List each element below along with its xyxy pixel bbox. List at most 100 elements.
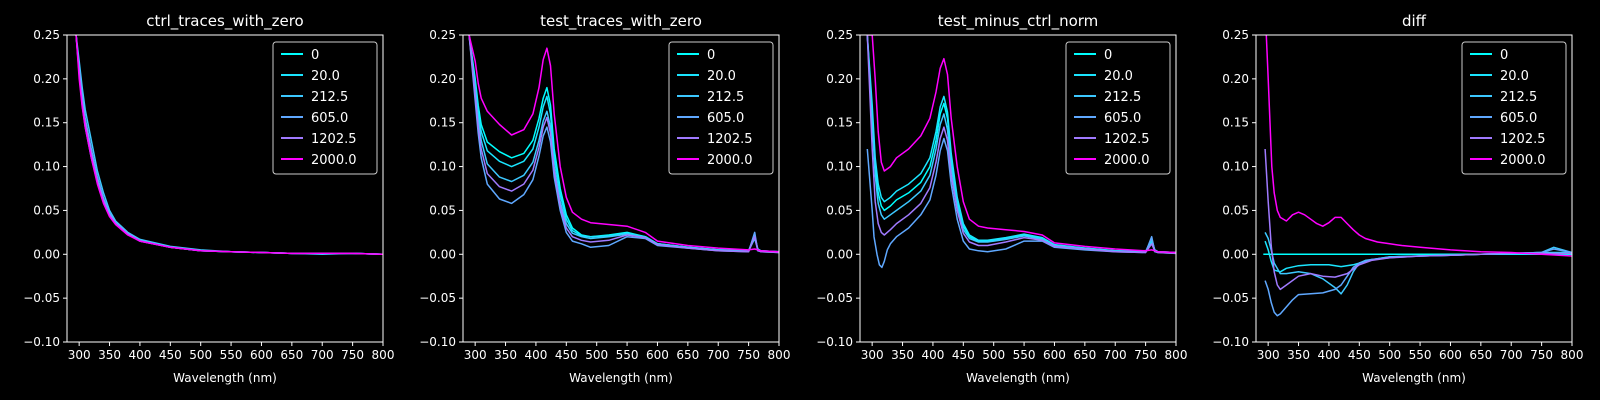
x-tick-label: 800 — [1165, 348, 1188, 362]
y-tick-label: 0.15 — [1222, 116, 1249, 130]
y-tick-label: 0.00 — [33, 247, 60, 261]
x-tick-label: 800 — [372, 348, 395, 362]
y-tick-label: −0.10 — [419, 335, 456, 349]
x-tick-label: 700 — [1500, 348, 1523, 362]
x-tick-label: 800 — [1561, 348, 1584, 362]
series-line-6 — [1265, 35, 1572, 257]
chart-panel-1: 300 350 400 450 500 550 600 650 700 750 800 −0.10 −0… — [23, 12, 394, 385]
x-tick-label: 550 — [1409, 348, 1432, 362]
legend-label-5: 1202.5 — [1104, 132, 1150, 147]
x-axis-label: Wavelength (nm) — [569, 371, 673, 385]
legend-label-2: 20.0 — [1104, 69, 1133, 84]
x-tick-label: 350 — [494, 348, 517, 362]
y-tick-label: 0.05 — [429, 203, 456, 217]
x-tick-label: 550 — [220, 348, 243, 362]
y-tick-label: 0.10 — [826, 160, 853, 174]
plot-frame — [462, 34, 780, 343]
x-tick-label: 450 — [159, 348, 182, 362]
legend-label-6: 2000.0 — [1104, 153, 1150, 168]
x-tick-label: 500 — [585, 348, 608, 362]
legend-label-1: 0 — [1104, 48, 1112, 63]
x-tick-label: 450 — [555, 348, 578, 362]
y-tick-label: 0.20 — [33, 72, 60, 86]
y-tick-label: 0.25 — [33, 28, 60, 42]
legend-label-6: 2000.0 — [311, 153, 357, 168]
x-tick-label: 600 — [250, 348, 273, 362]
y-tick-label: 0.20 — [826, 72, 853, 86]
legend-label-3: 212.5 — [311, 90, 348, 105]
y-tick-label: −0.05 — [816, 291, 853, 305]
x-tick-label: 400 — [1317, 348, 1340, 362]
plot-frame — [1255, 34, 1573, 343]
chart-title: ctrl_traces_with_zero — [146, 12, 303, 31]
legend-label-1: 0 — [1500, 48, 1508, 63]
y-tick-label: −0.05 — [1212, 291, 1249, 305]
y-tick-label: 0.15 — [33, 116, 60, 130]
legend: 0 20.0 212.5 605.0 1202.5 2000.0 — [668, 41, 774, 175]
y-tick-label: 0.10 — [429, 160, 456, 174]
series-line-5 — [1264, 148, 1572, 291]
y-tick-label: 0.10 — [1222, 160, 1249, 174]
y-tick-label: −0.05 — [419, 291, 456, 305]
x-tick-label: 400 — [921, 348, 944, 362]
x-tick-label: 600 — [1043, 348, 1066, 362]
y-tick-label: 0.00 — [826, 247, 853, 261]
x-tick-label: 750 — [341, 348, 364, 362]
legend-label-3: 212.5 — [1104, 90, 1141, 105]
chart-panel-3: 300 350 400 450 500 550 600 650 700 750 800 −0.10 −0… — [816, 12, 1187, 385]
y-tick-label: 0.15 — [826, 116, 853, 130]
legend-label-2: 20.0 — [707, 69, 736, 84]
x-axis-label: Wavelength (nm) — [1362, 371, 1466, 385]
legend-label-5: 1202.5 — [707, 132, 753, 147]
y-tick-label: 0.10 — [33, 160, 60, 174]
plot-frame — [859, 34, 1177, 343]
x-tick-label: 550 — [1013, 348, 1036, 362]
series-group — [468, 35, 779, 254]
series-line-6 — [867, 35, 1176, 254]
legend-label-1: 0 — [311, 48, 319, 63]
x-tick-label: 700 — [1104, 348, 1127, 362]
plot-frame — [66, 34, 384, 343]
y-tick-label: 0.00 — [1222, 247, 1249, 261]
legend-label-5: 1202.5 — [1500, 132, 1546, 147]
chart-title: diff — [1402, 12, 1427, 30]
y-tick-label: 0.05 — [33, 203, 60, 217]
x-tick-label: 300 — [68, 348, 91, 362]
x-tick-label: 750 — [1134, 348, 1157, 362]
legend: 0 20.0 212.5 605.0 1202.5 2000.0 — [272, 41, 378, 175]
x-tick-label: 650 — [280, 348, 303, 362]
legend-label-2: 20.0 — [311, 69, 340, 84]
legend-label-3: 212.5 — [1500, 90, 1537, 105]
y-tick-label: 0.05 — [1222, 203, 1249, 217]
x-tick-label: 300 — [861, 348, 884, 362]
chart-panel-4: 300 350 400 450 500 550 600 650 700 750 800 −0.10 −0… — [1212, 12, 1583, 385]
x-tick-label: 650 — [1469, 348, 1492, 362]
y-tick-label: 0.20 — [1222, 72, 1249, 86]
x-tick-label: 600 — [1439, 348, 1462, 362]
series-line-6 — [75, 35, 383, 256]
y-tick-label: 0.15 — [429, 116, 456, 130]
y-tick-label: 0.00 — [429, 247, 456, 261]
y-tick-label: 0.25 — [429, 28, 456, 42]
chart-title: test_traces_with_zero — [540, 12, 702, 31]
series-line-3 — [468, 35, 779, 253]
legend: 0 20.0 212.5 605.0 1202.5 2000.0 — [1461, 41, 1567, 175]
x-tick-label: 750 — [1530, 348, 1553, 362]
legend-label-3: 212.5 — [707, 90, 744, 105]
legend-label-6: 2000.0 — [1500, 153, 1546, 168]
x-tick-label: 300 — [464, 348, 487, 362]
series-group — [866, 35, 1176, 269]
x-tick-label: 650 — [1073, 348, 1096, 362]
x-tick-label: 550 — [616, 348, 639, 362]
y-tick-label: 0.25 — [1222, 28, 1249, 42]
x-tick-label: 750 — [737, 348, 760, 362]
y-tick-label: −0.05 — [23, 291, 60, 305]
series-line-5 — [468, 35, 779, 254]
legend-label-4: 605.0 — [707, 111, 744, 126]
chart-title: test_minus_ctrl_norm — [938, 12, 1099, 31]
x-axis-label: Wavelength (nm) — [173, 371, 277, 385]
x-axis-label: Wavelength (nm) — [966, 371, 1070, 385]
x-tick-label: 350 — [891, 348, 914, 362]
x-tick-label: 500 — [1378, 348, 1401, 362]
